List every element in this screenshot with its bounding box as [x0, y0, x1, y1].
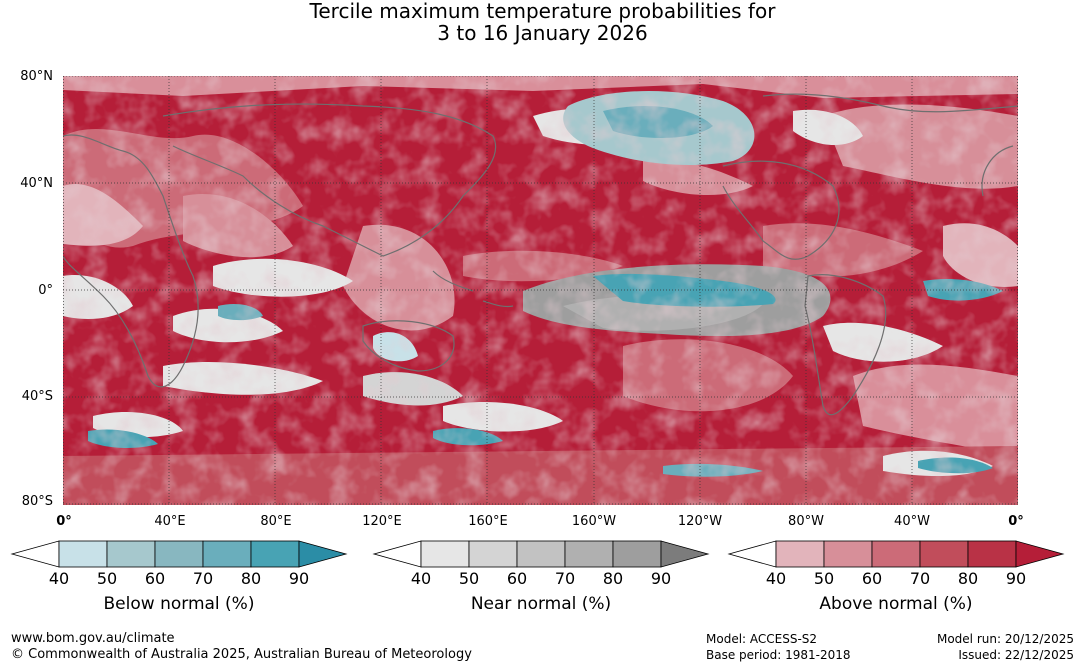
lon-label-0-right: 0°: [1008, 514, 1024, 529]
colorbar-near-high-extend: [660, 540, 710, 568]
colorbar-below-high-extend: [298, 540, 348, 568]
lon-label-80w: 80°W: [788, 514, 824, 529]
colorbar-near-normal: [372, 540, 710, 568]
probability-map: [63, 76, 1018, 505]
colorbar-above-tick: 70: [909, 569, 931, 588]
colorbar-below-tick: 80: [240, 569, 262, 588]
colorbar-below-title: Below normal (%): [103, 594, 255, 614]
lon-label-120w: 120°W: [677, 514, 723, 529]
colorbar-near-segment: [612, 540, 662, 568]
chart-title-line-2: 3 to 16 January 2026: [437, 21, 648, 45]
lon-label-160w: 160°W: [571, 514, 617, 529]
map-texture: [63, 76, 1018, 505]
colorbar-below-segment: [202, 540, 252, 568]
colorbar-below-segment: [58, 540, 108, 568]
footer-issued: Issued: 22/12/2025: [958, 648, 1074, 662]
lon-label-120e: 120°E: [362, 514, 402, 529]
colorbar-near-tick: 90: [650, 569, 672, 588]
colorbar-above-tick: 80: [957, 569, 979, 588]
footer-base-period: Base period: 1981-2018: [706, 648, 851, 662]
lat-label-0: 0°: [38, 283, 53, 298]
footer-model-run: Model run: 20/12/2025: [936, 632, 1074, 646]
colorbar-above-segment: [823, 540, 873, 568]
lon-label-160e: 160°E: [468, 514, 508, 529]
colorbar-above-segment: [775, 540, 825, 568]
colorbar-below-segment: [154, 540, 204, 568]
colorbar-near-tick: 50: [458, 569, 480, 588]
lon-label-0-left: 0°: [56, 514, 72, 529]
colorbar-near-tick: 70: [554, 569, 576, 588]
colorbar-below-low-extend: [10, 540, 60, 568]
colorbar-below-segment: [250, 540, 300, 568]
lon-label-40e: 40°E: [154, 514, 186, 529]
footer-model: Model: ACCESS-S2: [706, 632, 818, 646]
colorbar-near-title: Near normal (%): [470, 594, 612, 614]
colorbar-near-tick: 80: [602, 569, 624, 588]
colorbar-near-low-extend: [372, 540, 422, 568]
lat-label-40n: 40°N: [20, 176, 53, 191]
colorbar-near-segment: [564, 540, 614, 568]
lat-label-80s: 80°S: [21, 494, 53, 509]
colorbar-above-title: Above normal (%): [819, 594, 973, 614]
colorbar-below-tick: 70: [192, 569, 214, 588]
graticule: [63, 76, 1018, 505]
footer-copyright: © Commonwealth of Australia 2025, Austra…: [11, 647, 472, 662]
colorbar-below-tick: 60: [144, 569, 166, 588]
lon-label-40w: 40°W: [894, 514, 930, 529]
colorbar-near-segment: [420, 540, 470, 568]
colorbar-above-high-extend: [1015, 540, 1065, 568]
colorbar-below-tick: 90: [288, 569, 310, 588]
colorbar-above-low-extend: [727, 540, 777, 568]
colorbar-above-segment: [919, 540, 969, 568]
colorbar-near-tick: 40: [410, 569, 432, 588]
colorbar-above-tick: 60: [861, 569, 883, 588]
chart-title-line-1: Tercile maximum temperature probabilitie…: [309, 0, 776, 23]
colorbar-below-normal: [10, 540, 348, 568]
coastlines: [63, 93, 1018, 416]
colorbar-below-segment: [106, 540, 156, 568]
lat-label-80n: 80°N: [20, 69, 53, 84]
colorbar-near-tick: 60: [506, 569, 528, 588]
colorbar-near-segment: [468, 540, 518, 568]
colorbar-above-tick: 40: [765, 569, 787, 588]
lat-label-40s: 40°S: [21, 389, 53, 404]
lon-label-80e: 80°E: [260, 514, 292, 529]
colorbar-above-tick: 90: [1005, 569, 1027, 588]
colorbar-above-segment: [871, 540, 921, 568]
colorbar-above-tick: 50: [813, 569, 835, 588]
footer-website: www.bom.gov.au/climate: [11, 631, 175, 646]
colorbar-near-segment: [516, 540, 566, 568]
colorbar-below-tick: 40: [48, 569, 70, 588]
colorbar-above-segment: [967, 540, 1017, 568]
colorbar-above-normal: [727, 540, 1065, 568]
colorbar-below-tick: 50: [96, 569, 118, 588]
